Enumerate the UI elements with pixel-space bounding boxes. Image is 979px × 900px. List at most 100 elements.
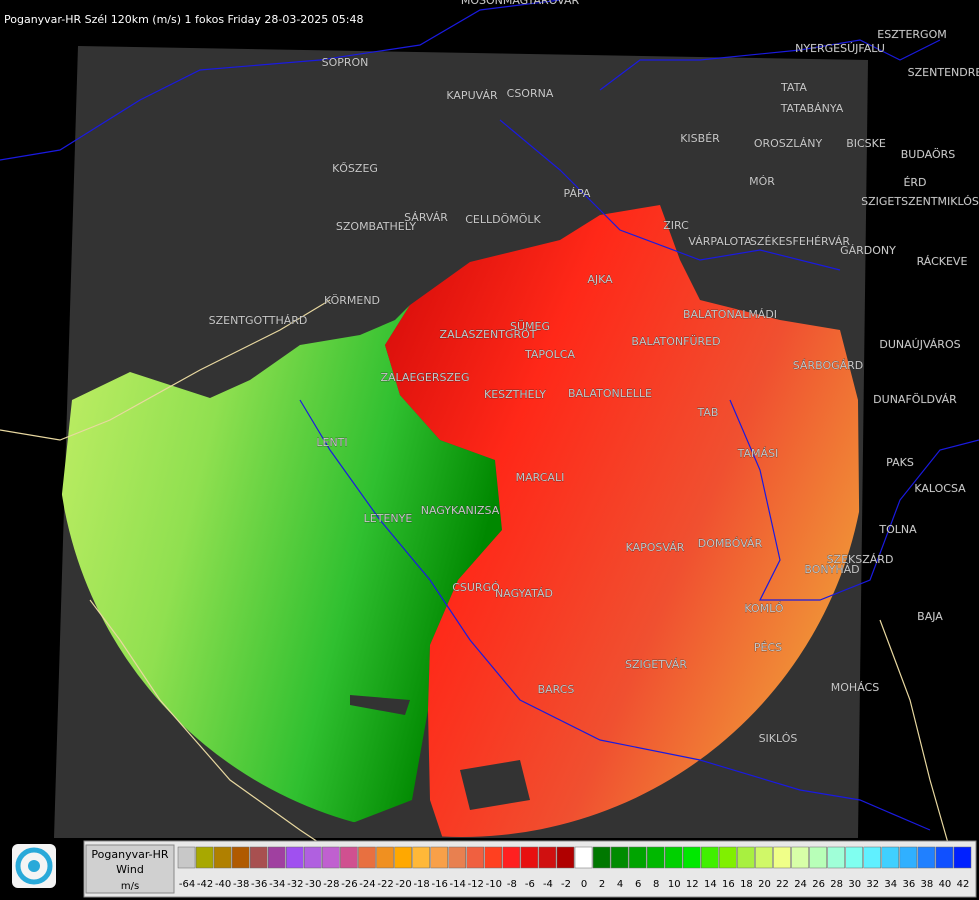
legend-quantity: Wind	[116, 863, 144, 876]
color-swatch	[195, 846, 214, 869]
place-label: NAGYKANIZSA	[421, 504, 500, 517]
place-label: SZEKSZÁRD	[827, 553, 894, 566]
legend-label: 4	[617, 879, 623, 890]
legend-label: 16	[722, 879, 735, 890]
place-label: TATABÁNYA	[780, 102, 844, 115]
color-swatch	[809, 846, 827, 869]
color-swatch	[845, 846, 863, 869]
color-swatch	[484, 846, 503, 869]
place-label: LENTI	[316, 436, 347, 449]
legend-label: 18	[740, 879, 753, 890]
legend-label: 36	[902, 879, 915, 890]
place-labels: MOSONMAGYARÓVÁR SOPRON KAPUVÁR CSORNA TATA TA…	[208, 0, 979, 745]
color-swatch	[610, 846, 629, 869]
place-label: SZENTGOTTHÁRD	[209, 314, 308, 327]
color-swatch	[574, 846, 593, 869]
legend-title-box	[85, 844, 175, 894]
place-label: CSORNA	[507, 87, 554, 100]
legend-label: -14	[450, 879, 466, 890]
color-swatch	[412, 846, 430, 869]
place-label: TAB	[697, 406, 719, 419]
legend-label: 6	[635, 879, 641, 890]
place-label: BAJA	[917, 610, 943, 623]
place-label: KAPUVÁR	[446, 89, 498, 102]
legend-label: 28	[830, 879, 843, 890]
legend-label: 34	[884, 879, 897, 890]
place-label: AJKA	[587, 273, 613, 286]
color-swatch	[881, 846, 900, 869]
legend-label: 20	[758, 879, 771, 890]
place-label: SZIGETVÁR	[625, 658, 687, 671]
legend-label: 38	[921, 879, 934, 890]
legend-label: 24	[794, 879, 807, 890]
place-label: SÁRVÁR	[404, 211, 448, 224]
place-label: BUDAÖRS	[901, 148, 956, 161]
legend-label: -40	[215, 879, 231, 890]
legend-label: 14	[704, 879, 717, 890]
color-swatch	[340, 846, 358, 869]
color-swatch	[466, 846, 485, 869]
legend-label: -30	[305, 879, 321, 890]
place-label: KESZTHELY	[484, 388, 546, 401]
color-swatch	[664, 846, 683, 869]
legend-label: -64	[179, 879, 195, 890]
place-label: OROSZLÁNY	[754, 137, 823, 150]
color-swatch	[376, 846, 394, 869]
echo-gap	[350, 695, 530, 810]
place-label: TAMÁSI	[737, 447, 779, 460]
color-swatch	[683, 846, 701, 869]
place-label: ZALAEGERSZEG	[380, 371, 469, 384]
legend-label: -22	[377, 879, 393, 890]
echoes	[57, 205, 860, 837]
legend-label: 26	[812, 879, 825, 890]
legend-label: 10	[668, 879, 681, 890]
legend-label: -42	[197, 879, 213, 890]
place-label: BONYHÁD	[804, 563, 859, 576]
color-swatch	[917, 846, 936, 869]
color-swatch	[791, 846, 809, 869]
color-swatch	[646, 846, 665, 869]
place-label: VÁRPALOTA	[688, 235, 752, 248]
place-label: BICSKE	[846, 137, 886, 150]
place-label: ZIRC	[663, 219, 689, 232]
color-swatch	[322, 846, 340, 869]
legend-label: -34	[269, 879, 285, 890]
legend-label: -16	[431, 879, 447, 890]
color-swatch	[502, 846, 521, 869]
legend: Poganyvar-HR Wind m/s -64 -42 -40 -38 -36 -34…	[83, 840, 977, 898]
legend-label: -32	[287, 879, 303, 890]
legend-label: 32	[866, 879, 879, 890]
place-label: TOLNA	[878, 523, 917, 536]
legend-label: 0	[581, 879, 587, 890]
color-swatch	[177, 846, 196, 869]
place-label: ÉRD	[903, 176, 926, 189]
color-swatch	[628, 846, 647, 869]
place-label: SZÉKESFEHÉRVÁR	[750, 235, 851, 248]
color-swatch	[249, 846, 268, 869]
color-swatch	[267, 846, 286, 869]
place-label: DUNAFÖLDVÁR	[873, 393, 957, 406]
place-label: DOMBÓVÁR	[698, 537, 763, 550]
place-label: BALATONLELLE	[568, 387, 652, 400]
place-label: DUNAÚJVÁROS	[879, 338, 960, 351]
place-label: MARCALI	[516, 471, 565, 484]
color-swatch	[358, 846, 376, 869]
color-swatch	[394, 846, 412, 869]
color-swatch	[520, 846, 539, 869]
red-echo	[385, 205, 860, 837]
place-label: KŐSZEG	[332, 161, 378, 175]
place-label: NAGYATÁD	[495, 587, 553, 600]
place-label: MOSONMAGYARÓVÁR	[461, 0, 580, 7]
place-label: MÓR	[749, 175, 775, 188]
place-label: CELLDÖMÖLK	[465, 213, 541, 226]
legend-label: -10	[486, 879, 502, 890]
color-swatch	[231, 846, 250, 869]
legend-label: 8	[653, 879, 659, 890]
legend-label: -24	[359, 879, 375, 890]
place-label: KOMLÓ	[744, 602, 783, 615]
color-swatch	[827, 846, 845, 869]
place-label: NYERGESÚJFALU	[795, 42, 885, 55]
place-label: TATA	[780, 81, 807, 94]
